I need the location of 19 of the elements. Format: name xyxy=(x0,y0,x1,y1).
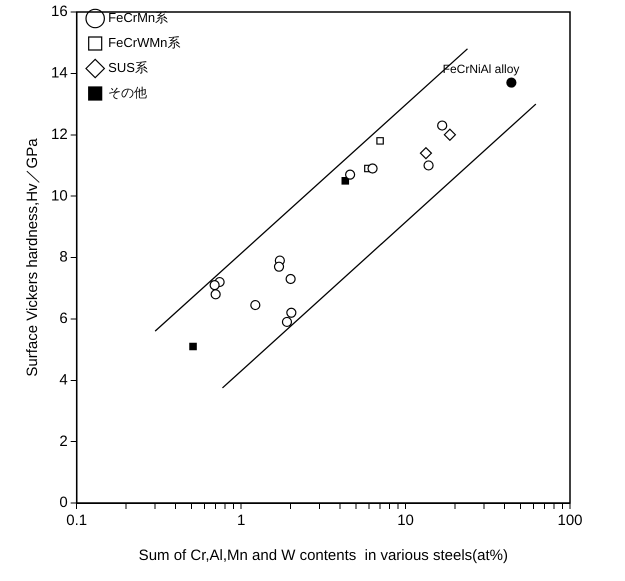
y-axis-title: Surface Vickers hardness,Hv／GPa xyxy=(24,138,42,377)
y-tick-label: 14 xyxy=(50,64,68,82)
x-tick-label: 100 xyxy=(557,512,583,530)
annotation: FeCrNiAl alloy xyxy=(442,62,520,76)
y-tick-label: 16 xyxy=(50,3,68,20)
x-tick-label: 1 xyxy=(236,512,246,530)
y-tick-label: 8 xyxy=(59,248,68,266)
y-tick-label: 12 xyxy=(50,126,68,143)
x-tick-label: 0.1 xyxy=(66,512,88,530)
y-tick-label: 2 xyxy=(59,432,68,450)
y-tick-label: 10 xyxy=(50,187,68,204)
legend-label: その他 xyxy=(108,85,148,100)
y-tick-label: 6 xyxy=(59,310,68,328)
legend-label: SUS系 xyxy=(108,60,148,76)
y-tick-label: 4 xyxy=(59,371,68,388)
legend-label: FeCrWMn系 xyxy=(108,35,180,50)
y-tick-label: 0 xyxy=(59,494,68,512)
x-tick-label: 10 xyxy=(397,512,414,530)
x-axis-title: Sum of Cr,Al,Mn and W contents in various steels(at%) xyxy=(138,547,508,564)
